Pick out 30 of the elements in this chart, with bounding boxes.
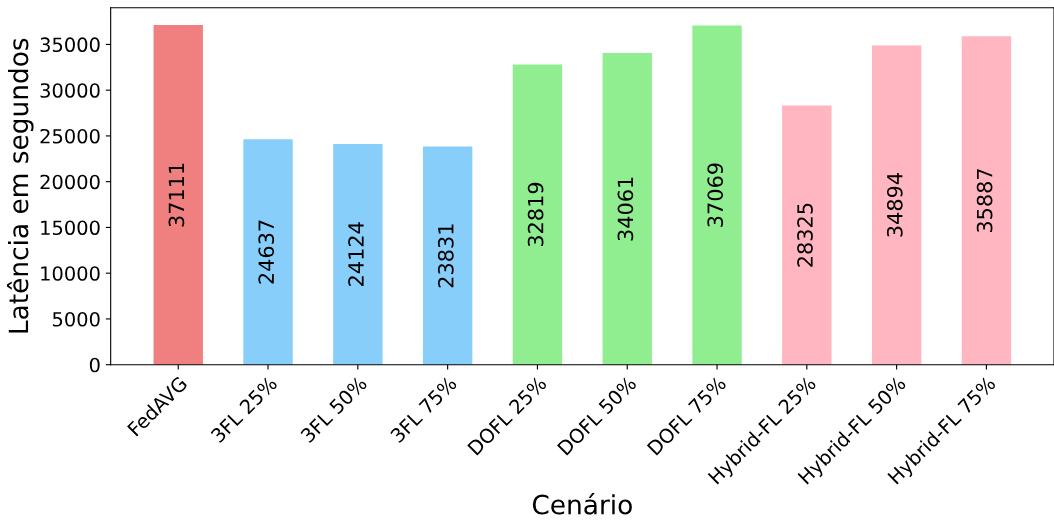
y-tick-label: 35000: [40, 37, 100, 53]
bar: [333, 143, 383, 365]
bar: [602, 53, 652, 365]
bar: [153, 25, 203, 365]
bar: [243, 139, 293, 365]
y-tick-label: 20000: [40, 174, 100, 190]
y-tick-label: 25000: [40, 128, 100, 144]
x-axis-title: Cenário: [532, 493, 632, 515]
y-axis-title: Latência em segundos: [6, 38, 34, 333]
bar: [782, 105, 832, 365]
data-label: 34894: [886, 173, 903, 237]
data-label: 35887: [976, 169, 993, 233]
bar: [961, 36, 1012, 365]
bar: [692, 25, 742, 365]
data-label: 28325: [797, 203, 813, 267]
data-label: 24637: [258, 220, 275, 284]
data-label: 23831: [437, 224, 454, 288]
data-label: 37111: [168, 163, 185, 227]
data-label: 37069: [707, 163, 724, 227]
data-label: 34061: [617, 177, 634, 241]
y-tick-label: 0: [89, 357, 100, 373]
y-tick-label: 30000: [40, 83, 100, 98]
y-tick-label: 15000: [41, 220, 100, 236]
y-tick-label: 5000: [52, 311, 100, 327]
data-label: 24124: [348, 222, 364, 286]
bar: [871, 45, 922, 365]
bar: [512, 64, 563, 365]
y-tick-label: 10000: [41, 266, 100, 281]
data-label: 32819: [527, 182, 544, 247]
bar: [422, 146, 473, 365]
